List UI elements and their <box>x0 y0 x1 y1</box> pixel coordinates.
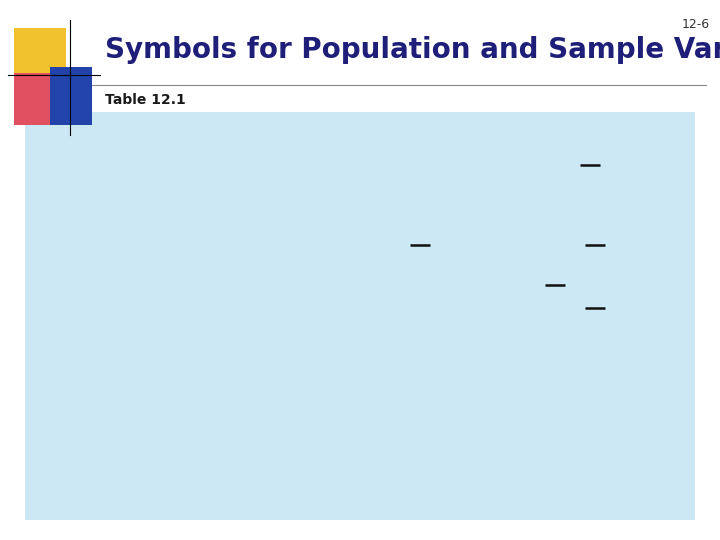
Bar <box>25 112 695 520</box>
Bar <box>14 73 56 125</box>
Text: Symbols for Population and Sample Variables: Symbols for Population and Sample Variab… <box>105 36 720 64</box>
Bar <box>14 28 66 80</box>
Text: Table 12.1: Table 12.1 <box>105 93 186 107</box>
Text: 12-6: 12-6 <box>682 18 710 31</box>
Bar <box>50 67 92 125</box>
